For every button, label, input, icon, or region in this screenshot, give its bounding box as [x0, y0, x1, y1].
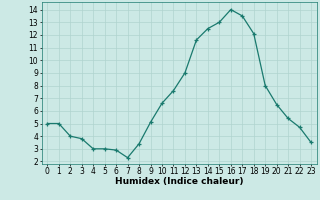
X-axis label: Humidex (Indice chaleur): Humidex (Indice chaleur) [115, 177, 244, 186]
